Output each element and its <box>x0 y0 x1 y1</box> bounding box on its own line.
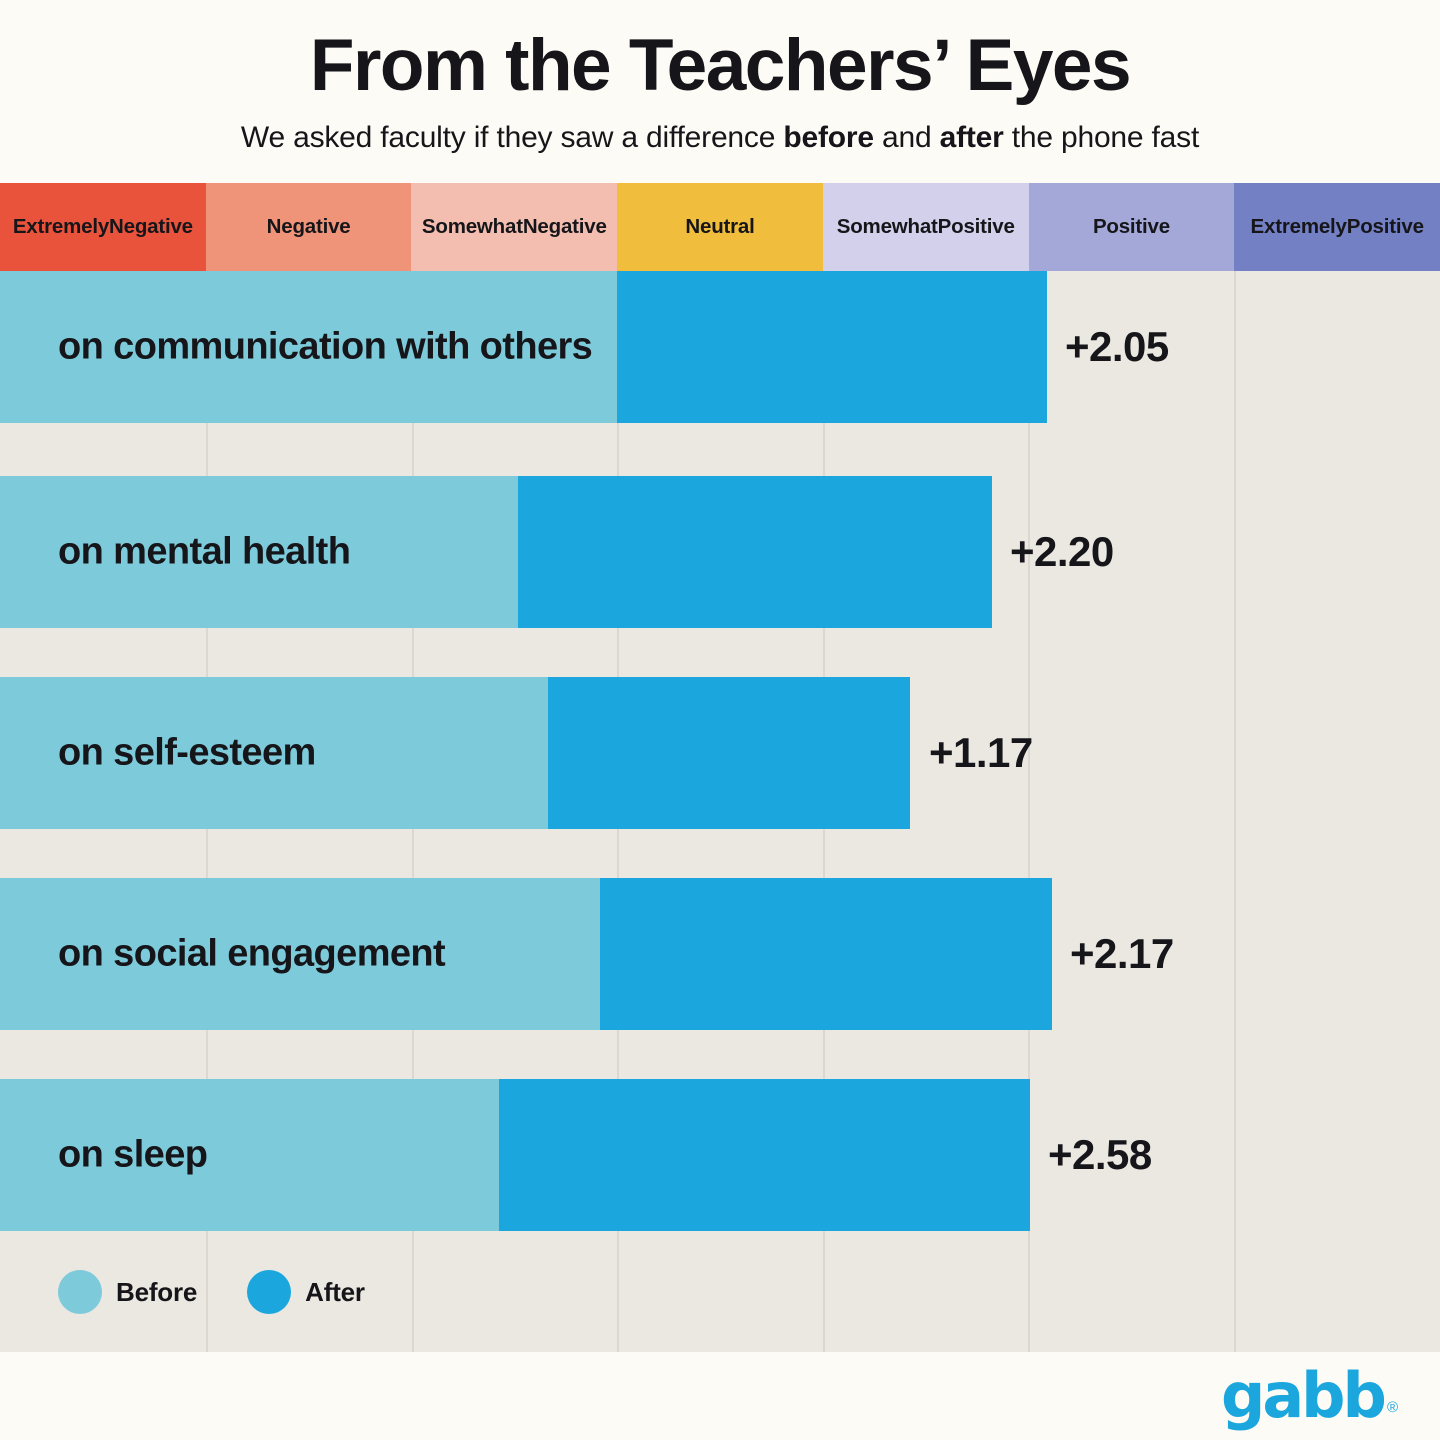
scale-segment-label: Extremely <box>12 214 110 238</box>
legend-swatch-icon <box>247 1270 292 1314</box>
scale-segment-label: Somewhat <box>421 214 523 238</box>
scale-segment-label-line2: Positive <box>1346 214 1424 238</box>
scale-segment-label: Extremely <box>1250 214 1347 238</box>
chart-row: on social engagement +2.17 <box>0 878 1440 1030</box>
page-title: From the Teachers’ Eyes <box>309 25 1132 106</box>
row-label: on sleep <box>58 1133 208 1176</box>
bar-after <box>518 476 992 628</box>
scale-segment-4: Somewhat Positive <box>822 183 1029 271</box>
row-label: on mental health <box>58 530 351 573</box>
chart-legend: Before After <box>58 1270 365 1314</box>
row-delta-value: +2.20 <box>1010 528 1114 575</box>
bar-after <box>617 271 1047 423</box>
scale-segment-label-line2: Negative <box>109 214 193 238</box>
scale-segment-label: Somewhat <box>836 214 938 238</box>
row-delta-value: +2.58 <box>1048 1131 1152 1178</box>
row-label: on communication with others <box>58 325 593 368</box>
scale-segment-3: Neutral <box>617 183 823 271</box>
bar-after <box>499 1079 1030 1231</box>
scale-segment-2: Somewhat Negative <box>411 183 618 271</box>
bar-before <box>0 1079 499 1231</box>
row-delta-value: +2.05 <box>1065 323 1169 370</box>
scale-segment-label-line2: Negative <box>522 214 607 238</box>
scale-segment-label: Neutral <box>685 214 755 238</box>
header: From the Teachers’ Eyes We asked faculty… <box>0 0 1440 155</box>
chart-row: on sleep +2.58 <box>0 1079 1440 1231</box>
subtitle-emphasis-after: after <box>939 120 1004 154</box>
legend-label: After <box>305 1276 365 1307</box>
bar-after <box>548 677 910 829</box>
bar-before <box>0 677 548 829</box>
subtitle-part-3: the phone fast <box>1003 120 1200 154</box>
legend-label: Before <box>116 1276 198 1307</box>
row-delta-value: +2.17 <box>1070 930 1174 977</box>
scale-segment-5: Positive <box>1028 183 1235 271</box>
scale-segment-label-line2: Positive <box>937 214 1015 238</box>
chart-row: on self-esteem +1.17 <box>0 677 1440 829</box>
gabb-logo: gabb ® <box>1220 1359 1398 1433</box>
scale-segment-1: Negative <box>205 183 412 271</box>
page-subtitle: We asked faculty if they saw a differenc… <box>0 121 1440 155</box>
subtitle-part-2: and <box>873 120 940 154</box>
subtitle-emphasis-before: before <box>783 120 874 154</box>
scale-segment-label: Negative <box>266 214 351 238</box>
footer: gabb ® <box>0 1352 1440 1440</box>
likert-scale-header: Extremely Negative Negative Somewhat Negativ… <box>0 183 1440 271</box>
row-label: on social engagement <box>58 932 446 975</box>
row-delta-value: +1.17 <box>929 729 1033 776</box>
legend-swatch-icon <box>58 1270 102 1314</box>
legend-item-before: Before <box>58 1270 197 1314</box>
bar-before <box>0 271 617 423</box>
chart-plot-area: on communication with others +2.05 on ment… <box>0 271 1440 1352</box>
bar-before <box>0 878 600 1030</box>
scale-segment-label: Positive <box>1092 214 1170 238</box>
gabb-logo-text: gabb <box>1220 1359 1387 1433</box>
row-label: on self-esteem <box>58 731 316 774</box>
chart-row: on communication with others +2.05 <box>0 271 1440 423</box>
chart-row: on mental health +2.20 <box>0 476 1440 628</box>
scale-segment-6: Extremely Positive <box>1234 183 1440 271</box>
bar-before <box>0 476 518 628</box>
registered-trademark-icon: ® <box>1386 1398 1398 1416</box>
bar-after <box>600 878 1052 1030</box>
scale-segment-0: Extremely Negative <box>0 183 206 271</box>
subtitle-part-1: We asked faculty if they saw a differenc… <box>240 120 784 154</box>
legend-item-after: After <box>247 1270 365 1314</box>
